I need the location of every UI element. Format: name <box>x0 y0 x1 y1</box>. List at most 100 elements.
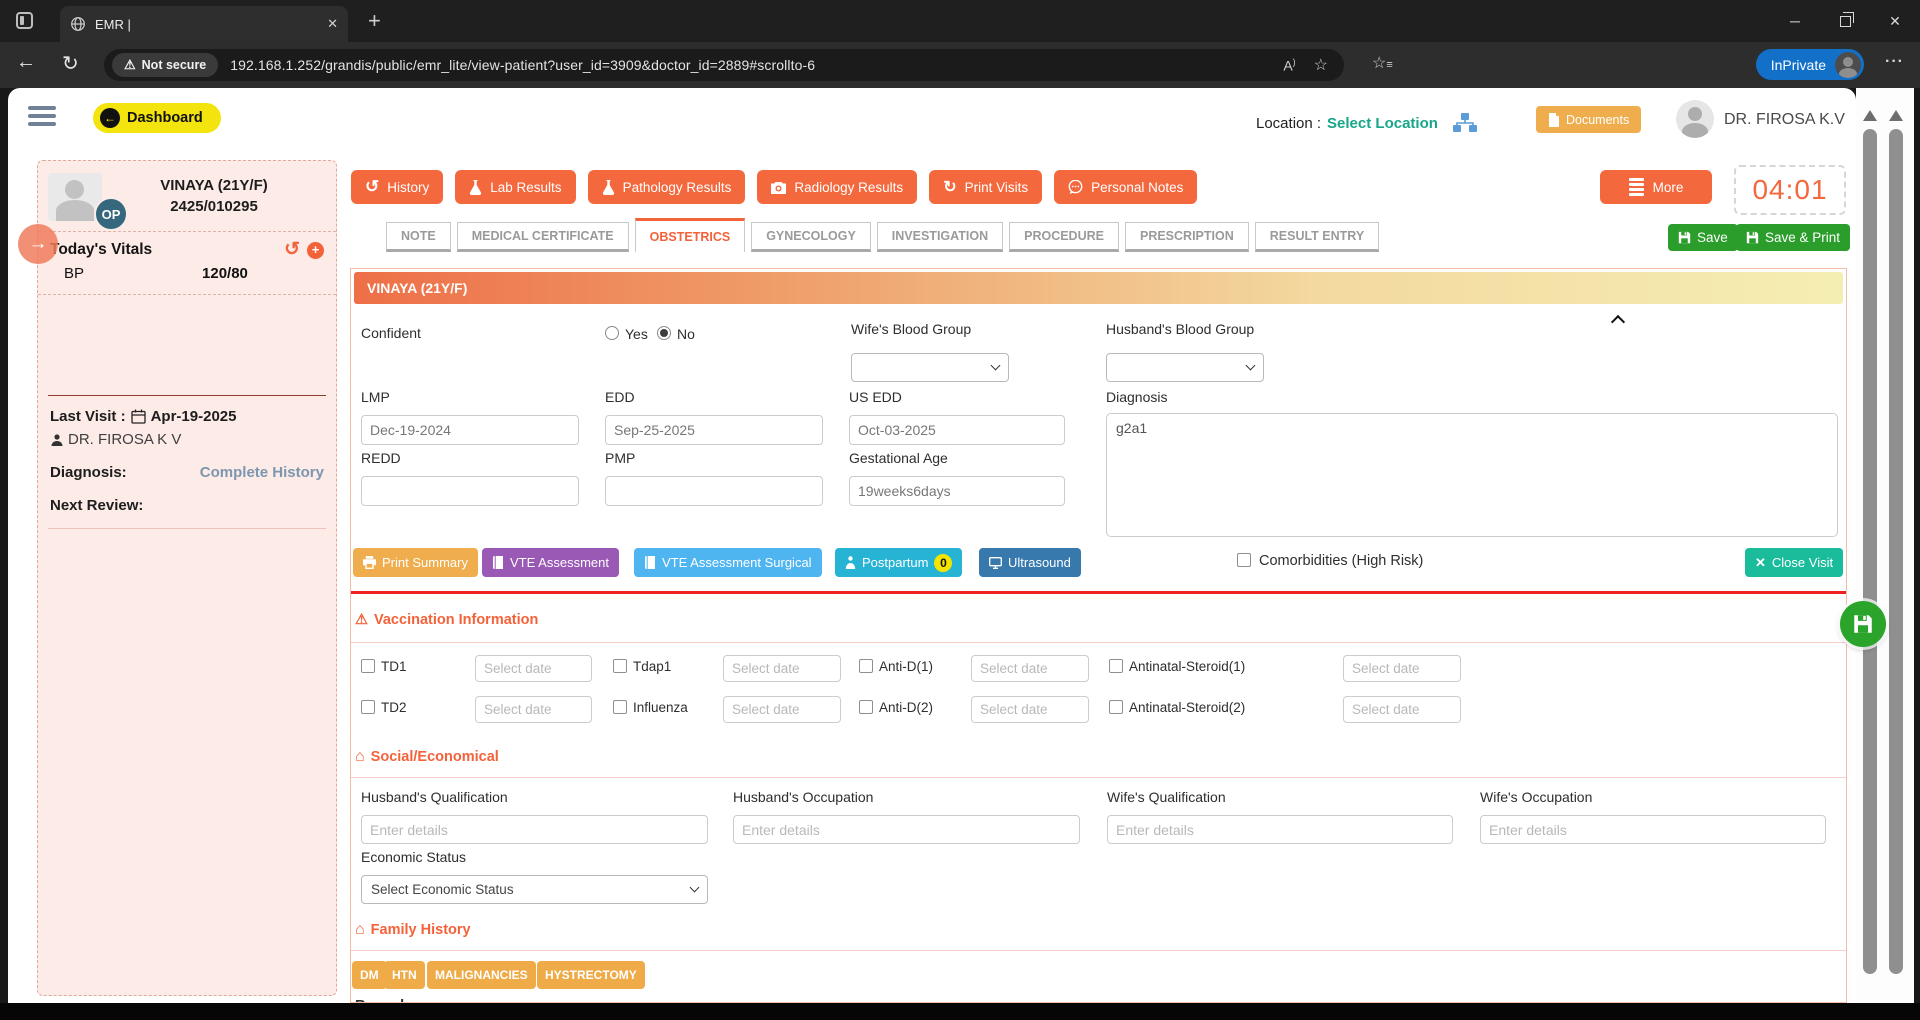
comorbidities-label[interactable]: Comorbidities (High Risk) <box>1259 553 1424 569</box>
us-edd-input[interactable] <box>849 415 1065 445</box>
print-visits-button[interactable]: ↻ Print Visits <box>929 170 1043 204</box>
edd-input[interactable] <box>605 415 823 445</box>
postpartum-button[interactable]: Postpartum 0 <box>835 548 963 577</box>
tdap1-date-input[interactable] <box>723 655 841 682</box>
sidebar-toggle-button[interactable]: → <box>18 224 58 264</box>
dashboard-button[interactable]: ← Dashboard <box>93 103 221 133</box>
read-aloud-icon[interactable]: A) <box>1283 56 1296 74</box>
floating-save-button[interactable] <box>1840 601 1886 647</box>
tab-procedure[interactable]: PROCEDURE <box>1009 222 1119 252</box>
confident-no-radio[interactable] <box>657 326 671 340</box>
new-tab-button[interactable]: + <box>368 8 381 33</box>
window-close-button[interactable]: ✕ <box>1889 12 1901 29</box>
vte-assessment-button[interactable]: VTE Assessment <box>482 548 619 577</box>
gestational-age-input[interactable] <box>849 476 1065 506</box>
pathology-results-button[interactable]: Pathology Results <box>587 170 746 204</box>
user-avatar[interactable] <box>1676 100 1714 138</box>
back-button[interactable]: ← <box>16 51 36 73</box>
anti-d1-label[interactable]: Anti-D(1) <box>879 659 934 674</box>
browser-menu-icon[interactable]: ··· <box>1885 53 1904 70</box>
scrollbar-thumb[interactable] <box>1889 129 1903 974</box>
hamburger-menu-icon[interactable] <box>28 106 56 130</box>
inner-scrollbar[interactable] <box>1863 110 1877 974</box>
wife-qualification-input[interactable] <box>1107 815 1453 844</box>
browser-tab[interactable]: EMR | ✕ <box>60 6 348 42</box>
tab-workspaces-icon[interactable] <box>16 12 33 29</box>
close-visit-button[interactable]: ✕ Close Visit <box>1745 548 1844 577</box>
lab-results-button[interactable]: Lab Results <box>455 170 576 204</box>
more-button[interactable]: More <box>1600 170 1712 204</box>
antinatal-steroid2-checkbox[interactable] <box>1109 700 1123 714</box>
inprivate-badge[interactable]: InPrivate <box>1755 49 1864 80</box>
wife-blood-group-select[interactable] <box>851 353 1009 382</box>
sitemap-icon[interactable] <box>1452 112 1478 134</box>
tab-result-entry[interactable]: RESULT ENTRY <box>1254 222 1380 252</box>
tab-investigation[interactable]: INVESTIGATION <box>876 222 1004 252</box>
pmp-input[interactable] <box>605 476 823 506</box>
radiology-results-button[interactable]: Radiology Results <box>757 170 918 204</box>
tdap1-label[interactable]: Tdap1 <box>633 659 672 674</box>
antinatal-steroid1-checkbox[interactable] <box>1109 659 1123 673</box>
select-location-link[interactable]: Select Location <box>1327 114 1438 132</box>
confident-yes-radio[interactable] <box>605 326 619 340</box>
save-button[interactable]: Save <box>1668 224 1738 251</box>
tab-prescription[interactable]: PRESCRIPTION <box>1124 222 1249 252</box>
antinatal-steroid2-date-input[interactable] <box>1343 696 1461 723</box>
scrollbar-thumb[interactable] <box>1863 129 1877 974</box>
antinatal-steroid1-date-input[interactable] <box>1343 655 1461 682</box>
favorite-star-icon[interactable]: ☆ <box>1313 57 1328 74</box>
scroll-up-icon[interactable] <box>1889 110 1903 121</box>
tab-close-icon[interactable]: ✕ <box>327 16 338 31</box>
confident-yes-label[interactable]: Yes <box>625 326 648 342</box>
tdap1-checkbox[interactable] <box>613 659 627 673</box>
history-button[interactable]: ↺ History <box>351 170 444 204</box>
td2-checkbox[interactable] <box>361 700 375 714</box>
husband-blood-group-select[interactable] <box>1106 353 1264 382</box>
td2-label[interactable]: TD2 <box>381 700 407 715</box>
family-history-htn-button[interactable]: HTN <box>384 961 425 989</box>
wife-occupation-input[interactable] <box>1480 815 1826 844</box>
redd-input[interactable] <box>361 476 579 506</box>
address-bar[interactable]: ⚠ Not secure 192.168.1.252/grandis/publi… <box>104 49 1344 81</box>
vitals-history-icon[interactable]: ↺ <box>284 239 300 260</box>
antinatal-steroid2-label[interactable]: Antinatal-Steroid(2) <box>1129 700 1246 715</box>
td1-checkbox[interactable] <box>361 659 375 673</box>
print-summary-button[interactable]: Print Summary <box>353 548 478 577</box>
tab-obstetrics[interactable]: OBSTETRICS <box>634 218 746 252</box>
window-minimize-button[interactable]: ─ <box>1790 13 1800 29</box>
tab-note[interactable]: NOTE <box>386 222 451 252</box>
td2-date-input[interactable] <box>475 696 592 723</box>
anti-d1-date-input[interactable] <box>971 655 1089 682</box>
family-history-dm-button[interactable]: DM <box>352 961 387 989</box>
window-scrollbar[interactable] <box>1889 110 1903 974</box>
economic-status-select[interactable]: Select Economic Status <box>361 875 708 904</box>
documents-button[interactable]: Documents <box>1536 106 1642 133</box>
vte-assessment-surgical-button[interactable]: VTE Assessment Surgical <box>634 548 822 577</box>
anti-d2-label[interactable]: Anti-D(2) <box>879 700 934 715</box>
td1-date-input[interactable] <box>475 655 592 682</box>
add-vitals-icon[interactable]: + <box>307 241 324 259</box>
complete-history-link[interactable]: Complete History <box>199 464 324 481</box>
influenza-date-input[interactable] <box>723 696 841 723</box>
antinatal-steroid1-label[interactable]: Antinatal-Steroid(1) <box>1129 659 1246 674</box>
anti-d2-checkbox[interactable] <box>859 700 873 714</box>
td1-label[interactable]: TD1 <box>381 659 407 674</box>
patient-photo[interactable]: OP <box>48 173 128 231</box>
husband-qualification-input[interactable] <box>361 815 708 844</box>
personal-notes-button[interactable]: Personal Notes <box>1054 170 1198 204</box>
confident-no-label[interactable]: No <box>677 326 695 342</box>
refresh-button[interactable]: ↻ <box>62 53 79 75</box>
comorbidities-checkbox[interactable] <box>1237 553 1251 567</box>
save-and-print-button[interactable]: Save & Print <box>1736 224 1851 251</box>
family-history-malignancies-button[interactable]: MALIGNANCIES <box>427 961 536 989</box>
influenza-checkbox[interactable] <box>613 700 627 714</box>
family-history-hystrectomy-button[interactable]: HYSTRECTOMY <box>537 961 645 989</box>
husband-occupation-input[interactable] <box>733 815 1080 844</box>
tab-gynecology[interactable]: GYNECOLOGY <box>751 222 871 252</box>
diagnosis-textarea[interactable]: g2a1 <box>1106 413 1838 537</box>
ultrasound-button[interactable]: Ultrasound <box>979 548 1081 577</box>
anti-d1-checkbox[interactable] <box>859 659 873 673</box>
collapse-section-icon[interactable] <box>1610 314 1626 330</box>
favorites-icon[interactable]: ☆≡ <box>1372 55 1393 72</box>
window-restore-button[interactable] <box>1820 0 1870 42</box>
